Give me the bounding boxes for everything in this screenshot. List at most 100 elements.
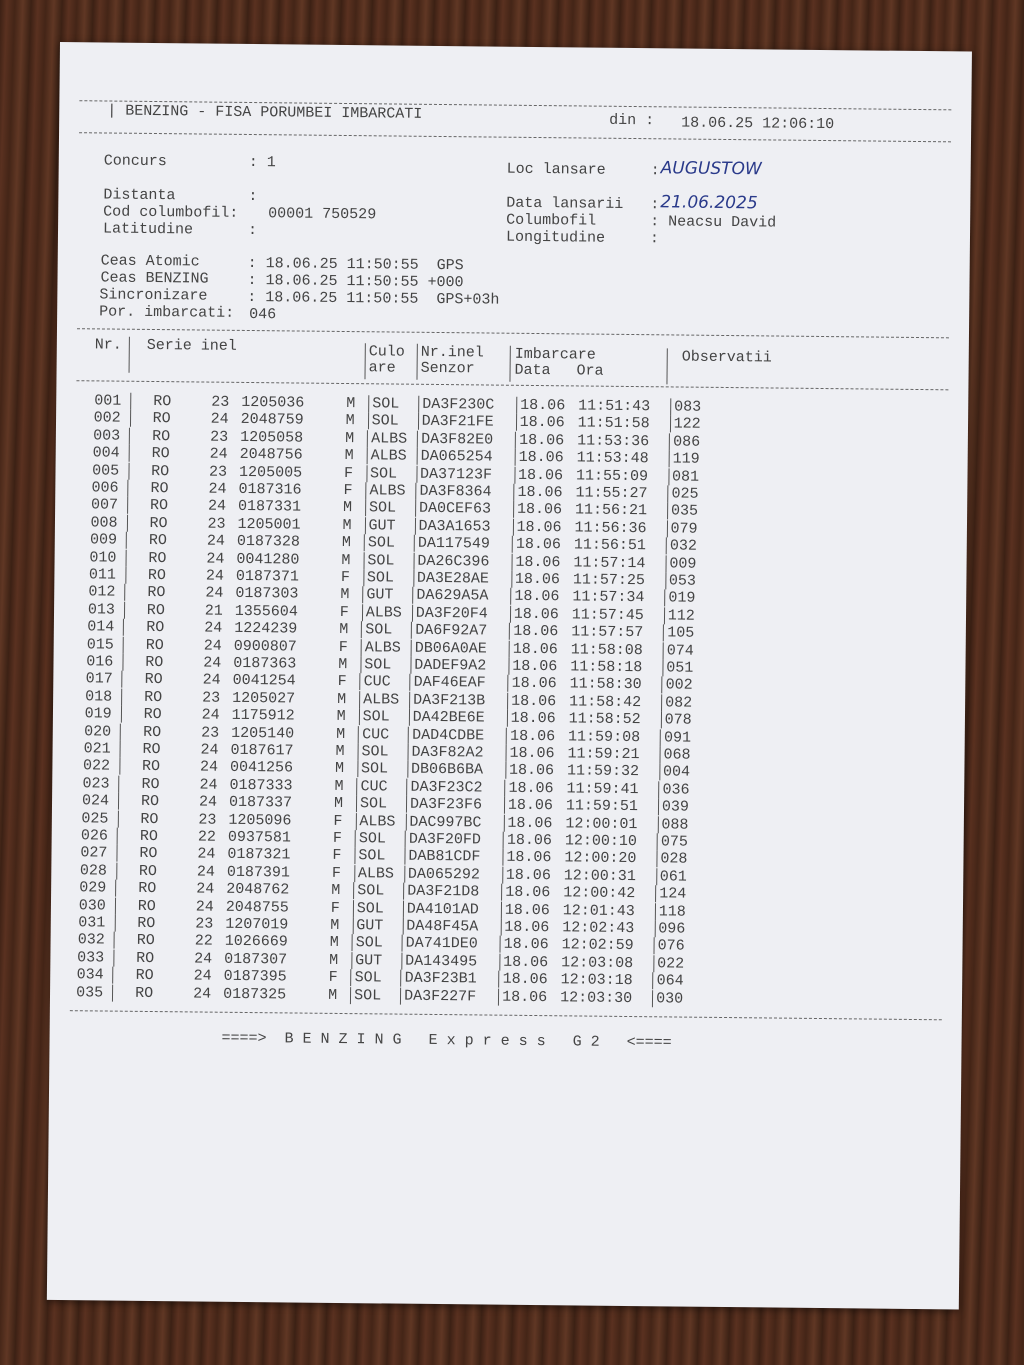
country: RO — [116, 827, 159, 846]
date: 18.06 — [506, 709, 556, 728]
row-nr: 002 — [93, 409, 121, 428]
sensor: DA4101AD — [402, 900, 479, 919]
year: 24 — [204, 619, 223, 637]
observation: 124 — [655, 885, 687, 903]
color: SOL — [350, 986, 382, 1005]
year: 24 — [196, 880, 215, 898]
year: 24 — [202, 671, 221, 690]
observation: 086 — [669, 433, 701, 451]
country: RO — [117, 792, 160, 811]
country: RO — [118, 775, 160, 793]
ceas-atomic-label: Ceas Atomic — [100, 252, 200, 271]
color: SOL — [358, 708, 390, 726]
year: 24 — [199, 776, 218, 794]
observation: 091 — [660, 728, 692, 747]
year: 24 — [201, 706, 220, 724]
sex: M — [334, 777, 344, 795]
color: GUT — [351, 951, 383, 970]
ring-number: 0041256 — [229, 759, 294, 777]
country: RO — [115, 879, 157, 898]
country: RO — [118, 758, 161, 776]
year: 24 — [206, 550, 225, 568]
col-data: Data — [514, 361, 551, 380]
ring-number: 0900807 — [233, 637, 297, 656]
sex: M — [329, 934, 339, 952]
observation: 096 — [654, 920, 686, 938]
year: 24 — [205, 567, 225, 585]
year: 24 — [196, 863, 215, 881]
distanta-value: : — [248, 187, 258, 206]
time: 11:55:09 — [575, 467, 649, 485]
sex: M — [342, 516, 352, 534]
time: 11:51:43 — [578, 397, 651, 416]
observation: 105 — [663, 624, 695, 642]
time: 11:57:34 — [572, 588, 645, 607]
ring-number: 0187395 — [223, 967, 287, 986]
ring-number: 0187303 — [235, 585, 299, 603]
observation: 051 — [662, 659, 694, 677]
observation: 068 — [659, 746, 691, 764]
sensor: DB06B6BA — [406, 761, 484, 779]
sex: F — [337, 673, 347, 691]
country: RO — [130, 392, 172, 411]
time: 11:57:57 — [571, 623, 644, 642]
observation: 030 — [652, 989, 684, 1008]
country: RO — [116, 845, 158, 863]
year: 24 — [205, 584, 224, 603]
sex: F — [338, 638, 348, 656]
ring-number: 0041254 — [232, 672, 296, 690]
observation: 002 — [661, 676, 693, 695]
ring-number: 1175912 — [231, 707, 295, 725]
sex: M — [337, 690, 347, 708]
sex: F — [340, 568, 351, 587]
year: 24 — [208, 480, 227, 498]
col-nrinel: Nr.inel — [420, 343, 484, 362]
observation: 039 — [657, 798, 690, 816]
country: RO — [123, 601, 165, 619]
row-nr: 006 — [91, 479, 119, 497]
row-nr: 024 — [81, 792, 110, 810]
divider — [128, 336, 130, 373]
time: 12:02:59 — [561, 936, 634, 955]
row-nr: 004 — [92, 444, 120, 462]
ring-number: 2048756 — [239, 446, 303, 464]
time: 12:00:10 — [564, 832, 638, 851]
color: SOL — [368, 395, 400, 413]
date: 18.06 — [505, 744, 555, 763]
date: 18.06 — [516, 396, 566, 415]
country: RO — [121, 671, 163, 689]
year: 24 — [197, 845, 216, 864]
row-nr: 016 — [86, 653, 114, 671]
country: RO — [125, 531, 168, 550]
country: RO — [122, 653, 164, 672]
sensor: DAF46EAF — [409, 674, 486, 692]
row-nr: 020 — [84, 722, 112, 741]
date: 18.06 — [501, 883, 551, 902]
time: 11:58:18 — [570, 658, 643, 677]
ring-number: 0187371 — [235, 567, 300, 586]
date: 18.06 — [503, 796, 554, 815]
observation: 025 — [667, 485, 699, 503]
observation: 079 — [666, 520, 698, 538]
sensor: DA3F213B — [409, 691, 486, 710]
ring-number: 0187328 — [236, 533, 301, 551]
date: 18.06 — [498, 988, 548, 1006]
sensor: DA3E28AE — [412, 569, 490, 588]
sensor: DB06A0AE — [410, 639, 487, 658]
color: SOL — [366, 464, 398, 483]
ring-number: 1205027 — [232, 689, 296, 708]
ring-number: 1205096 — [228, 811, 292, 830]
sex: M — [339, 621, 349, 639]
sex: M — [342, 499, 353, 517]
row-nr: 029 — [79, 879, 107, 897]
col-observatii: Observatii — [681, 348, 772, 367]
longitudine-label: Longitudine — [505, 228, 606, 247]
sensor: DA48F45A — [402, 917, 479, 936]
country: RO — [127, 479, 169, 498]
observation: 036 — [658, 781, 690, 799]
country: RO — [112, 984, 154, 1002]
sensor: DA3F8364 — [415, 482, 492, 501]
ring-number: 0187333 — [229, 776, 293, 795]
year: 24 — [195, 898, 214, 916]
sensor: DA42BE6E — [408, 708, 485, 727]
